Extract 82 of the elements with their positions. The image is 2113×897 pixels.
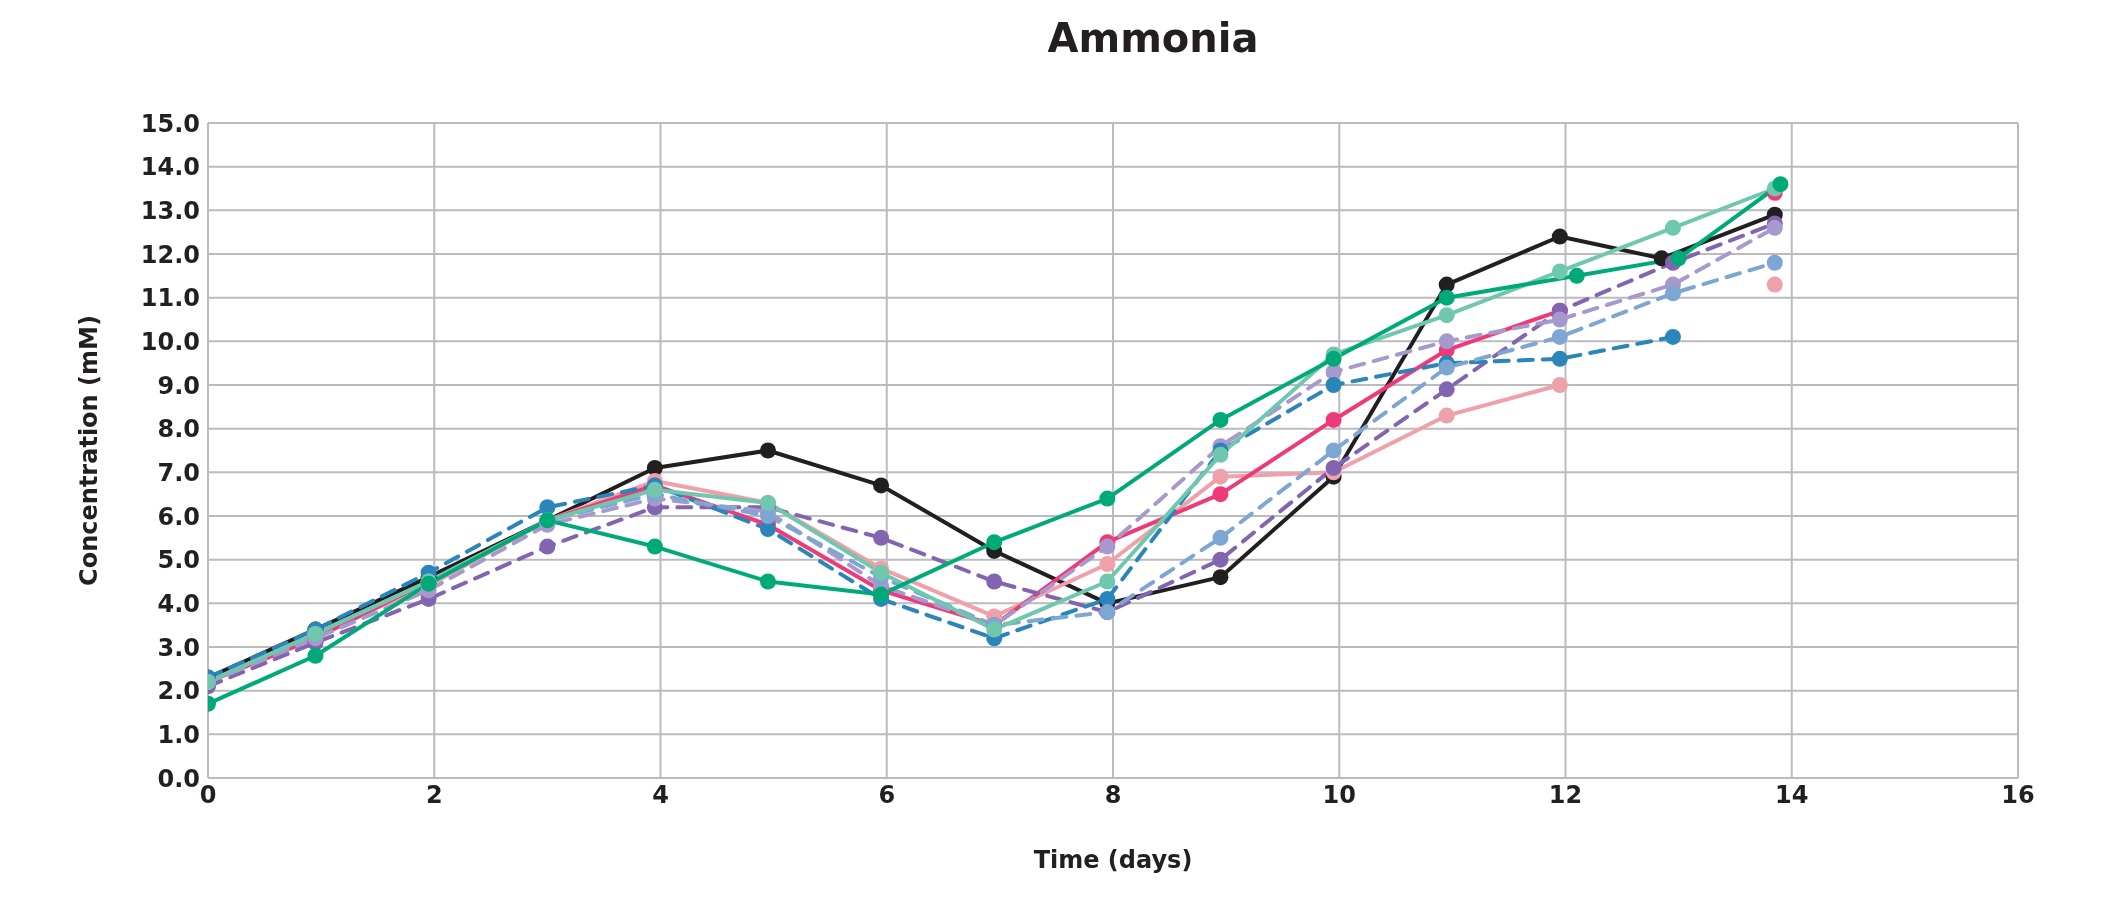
- x-tick-label: 4: [652, 781, 669, 810]
- point: [1438, 381, 1455, 398]
- x-tick-label: 6: [878, 781, 896, 810]
- point: [1568, 267, 1585, 284]
- y-tick-label: 15.0: [140, 109, 200, 138]
- point: [873, 564, 890, 581]
- x-tick-label: 12: [1548, 781, 1583, 810]
- point: [986, 621, 1003, 638]
- point: [1766, 276, 1783, 293]
- point: [1438, 359, 1455, 376]
- y-tick-label: 4.0: [157, 589, 200, 618]
- point: [1551, 228, 1568, 245]
- y-tick-label: 10.0: [140, 327, 200, 356]
- point: [1099, 556, 1116, 573]
- y-axis-title: Concentration (mM): [74, 315, 103, 586]
- point: [1212, 569, 1229, 586]
- point: [1664, 285, 1681, 302]
- point: [1212, 411, 1229, 428]
- y-tick-label: 14.0: [140, 153, 200, 182]
- x-tick-label: 14: [1775, 781, 1809, 810]
- y-tick-label: 11.0: [140, 284, 200, 313]
- point: [1212, 529, 1229, 546]
- point: [1766, 254, 1783, 271]
- point: [1551, 350, 1568, 367]
- point: [1551, 328, 1568, 345]
- point: [1551, 311, 1568, 328]
- point: [1772, 176, 1789, 193]
- point: [1438, 289, 1455, 306]
- point: [1670, 250, 1687, 267]
- point: [1664, 219, 1681, 236]
- point: [1438, 407, 1455, 424]
- point: [1212, 468, 1229, 485]
- point: [873, 529, 890, 546]
- point: [646, 538, 663, 555]
- x-tick-label: 16: [2001, 781, 2035, 810]
- point: [873, 477, 890, 494]
- point: [986, 573, 1003, 590]
- y-tick-label: 8.0: [157, 415, 200, 444]
- point: [759, 521, 776, 538]
- y-tick-label: 5.0: [157, 546, 200, 575]
- point: [1325, 411, 1342, 428]
- y-tick-label: 1.0: [157, 720, 200, 749]
- point: [1766, 219, 1783, 236]
- y-tick-label: 7.0: [157, 458, 200, 487]
- point: [1551, 377, 1568, 393]
- point: [1664, 328, 1681, 345]
- point: [1325, 459, 1342, 476]
- point: [539, 499, 556, 516]
- y-tick-label: 12.0: [140, 240, 200, 269]
- x-tick-label: 8: [1104, 781, 1122, 810]
- x-tick-label: 2: [425, 781, 443, 810]
- point: [1325, 442, 1342, 459]
- y-tick-label: 0.0: [157, 764, 200, 793]
- point: [1325, 350, 1342, 367]
- y-tick-label: 2.0: [157, 677, 200, 706]
- x-tick-label: 0: [199, 781, 217, 810]
- point: [1099, 538, 1116, 555]
- point: [759, 573, 776, 590]
- y-tick-label: 3.0: [157, 633, 200, 662]
- chart-title: Ammonia: [1046, 14, 1260, 63]
- point: [1212, 446, 1229, 463]
- point: [646, 481, 663, 498]
- point: [986, 534, 1003, 551]
- x-axis-title: Time (days): [1033, 846, 1193, 874]
- point: [759, 442, 776, 459]
- point: [1099, 490, 1116, 507]
- point: [1212, 486, 1229, 503]
- point: [1438, 307, 1455, 324]
- point: [873, 586, 890, 603]
- point: [1438, 333, 1455, 350]
- point: [1325, 377, 1342, 393]
- y-tick-label: 13.0: [140, 196, 200, 225]
- point: [1551, 263, 1568, 280]
- y-tick-label: 6.0: [157, 502, 200, 531]
- point: [1212, 551, 1229, 568]
- point: [759, 508, 776, 524]
- y-tick-label: 9.0: [157, 371, 200, 400]
- point: [307, 647, 324, 664]
- x-tick-label: 10: [1322, 781, 1356, 810]
- point: [539, 538, 556, 555]
- point: [646, 459, 663, 476]
- point: [1099, 573, 1116, 590]
